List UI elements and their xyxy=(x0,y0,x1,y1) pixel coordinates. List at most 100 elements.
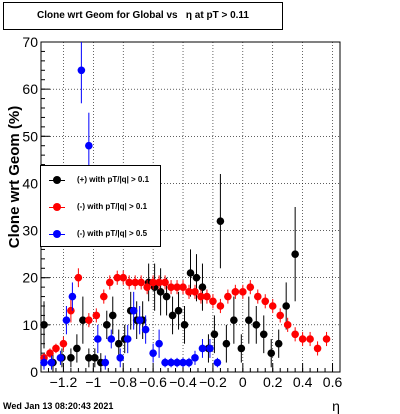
data-point xyxy=(123,335,132,343)
data-point xyxy=(162,292,171,301)
data-point xyxy=(114,339,123,348)
y-tick-label: 40 xyxy=(22,175,38,191)
data-point xyxy=(173,358,181,367)
data-point xyxy=(267,349,276,357)
legend-entry-minus-05: (-) with pT/|q| > 0.5 xyxy=(41,227,160,241)
data-point xyxy=(186,269,195,277)
data-point xyxy=(59,339,68,348)
data-point xyxy=(274,339,283,348)
x-tick-label: −0.8 xyxy=(109,374,137,390)
data-point xyxy=(141,325,150,334)
data-point xyxy=(191,354,199,362)
data-point xyxy=(149,278,157,287)
data-point xyxy=(116,354,125,362)
data-point xyxy=(210,330,219,339)
data-point xyxy=(107,335,116,343)
data-point xyxy=(261,297,270,306)
data-point xyxy=(246,283,255,291)
data-point xyxy=(174,306,183,315)
y-tick-label: 50 xyxy=(22,128,38,144)
legend-label: (-) with pT/|q| > 0.5 xyxy=(77,229,148,238)
data-point xyxy=(222,339,231,348)
data-point xyxy=(131,278,139,287)
data-point xyxy=(298,335,307,343)
y-tick-label: 10 xyxy=(22,317,38,333)
data-point xyxy=(216,217,225,225)
legend: (+) with pT/|q| > 0.1 (-) with pT/|q| > … xyxy=(40,165,161,247)
legend-label: (-) with pT/|q| > 0.1 xyxy=(77,202,148,211)
data-point xyxy=(179,358,187,367)
data-point xyxy=(91,354,99,362)
data-point xyxy=(168,311,177,320)
data-point xyxy=(268,302,277,310)
x-tick-label: −1 xyxy=(85,374,101,390)
data-point xyxy=(259,330,268,339)
data-point xyxy=(137,278,145,287)
data-point xyxy=(94,335,102,343)
series-2 xyxy=(40,42,222,370)
data-point xyxy=(67,306,75,315)
data-point xyxy=(156,288,165,296)
data-point xyxy=(113,273,122,282)
data-point xyxy=(105,278,114,287)
data-point xyxy=(282,302,290,310)
data-point xyxy=(206,344,214,353)
data-point xyxy=(245,316,253,324)
data-point xyxy=(119,273,128,282)
data-point xyxy=(149,349,157,357)
data-point xyxy=(108,311,117,320)
data-point xyxy=(231,288,240,296)
data-point xyxy=(129,306,138,315)
data-point xyxy=(46,349,54,357)
data-point xyxy=(180,321,189,329)
data-point xyxy=(173,283,181,291)
data-points xyxy=(40,42,331,372)
series-1 xyxy=(40,268,331,363)
data-point xyxy=(68,292,77,301)
data-point xyxy=(291,330,299,339)
legend-marker xyxy=(53,230,61,238)
data-point xyxy=(179,283,187,291)
data-point xyxy=(322,335,331,343)
data-point xyxy=(161,278,169,287)
data-point xyxy=(73,344,81,353)
data-point xyxy=(56,354,65,362)
data-point xyxy=(85,141,93,150)
y-tick-label: 70 xyxy=(22,34,38,50)
x-tick-label: 0.6 xyxy=(323,374,343,390)
data-point xyxy=(167,358,175,367)
data-point xyxy=(62,316,71,324)
data-point xyxy=(47,358,56,367)
legend-entry-minus-01: (-) with pT/|q| > 0.1 xyxy=(41,200,160,214)
legend-entry-plus: (+) with pT/|q| > 0.1 xyxy=(41,173,160,187)
data-point xyxy=(185,288,193,296)
data-point xyxy=(40,321,48,329)
data-point xyxy=(209,297,217,306)
data-point xyxy=(135,316,144,324)
x-tick-label: 0 xyxy=(239,374,247,390)
data-point xyxy=(237,344,246,353)
data-point xyxy=(252,321,261,329)
data-point xyxy=(79,316,87,324)
data-point xyxy=(197,292,205,301)
data-point xyxy=(67,354,75,362)
legend-label: (+) with pT/|q| > 0.1 xyxy=(77,175,150,184)
data-point xyxy=(77,66,86,75)
x-tick-label: 0.4 xyxy=(293,374,313,390)
data-point xyxy=(192,273,201,282)
data-point xyxy=(291,250,299,258)
timestamp: Wed Jan 13 08:20:43 2021 xyxy=(3,401,114,411)
data-point xyxy=(99,292,108,301)
data-point xyxy=(191,288,199,296)
data-point xyxy=(216,302,225,310)
x-tick-label: −1.2 xyxy=(50,374,78,390)
data-point xyxy=(52,344,60,353)
x-axis-label: η xyxy=(332,398,340,414)
data-point xyxy=(101,358,110,367)
legend-marker xyxy=(53,176,61,184)
data-point xyxy=(102,321,111,329)
data-point xyxy=(253,292,262,301)
data-point xyxy=(85,316,93,324)
data-point xyxy=(276,311,285,320)
